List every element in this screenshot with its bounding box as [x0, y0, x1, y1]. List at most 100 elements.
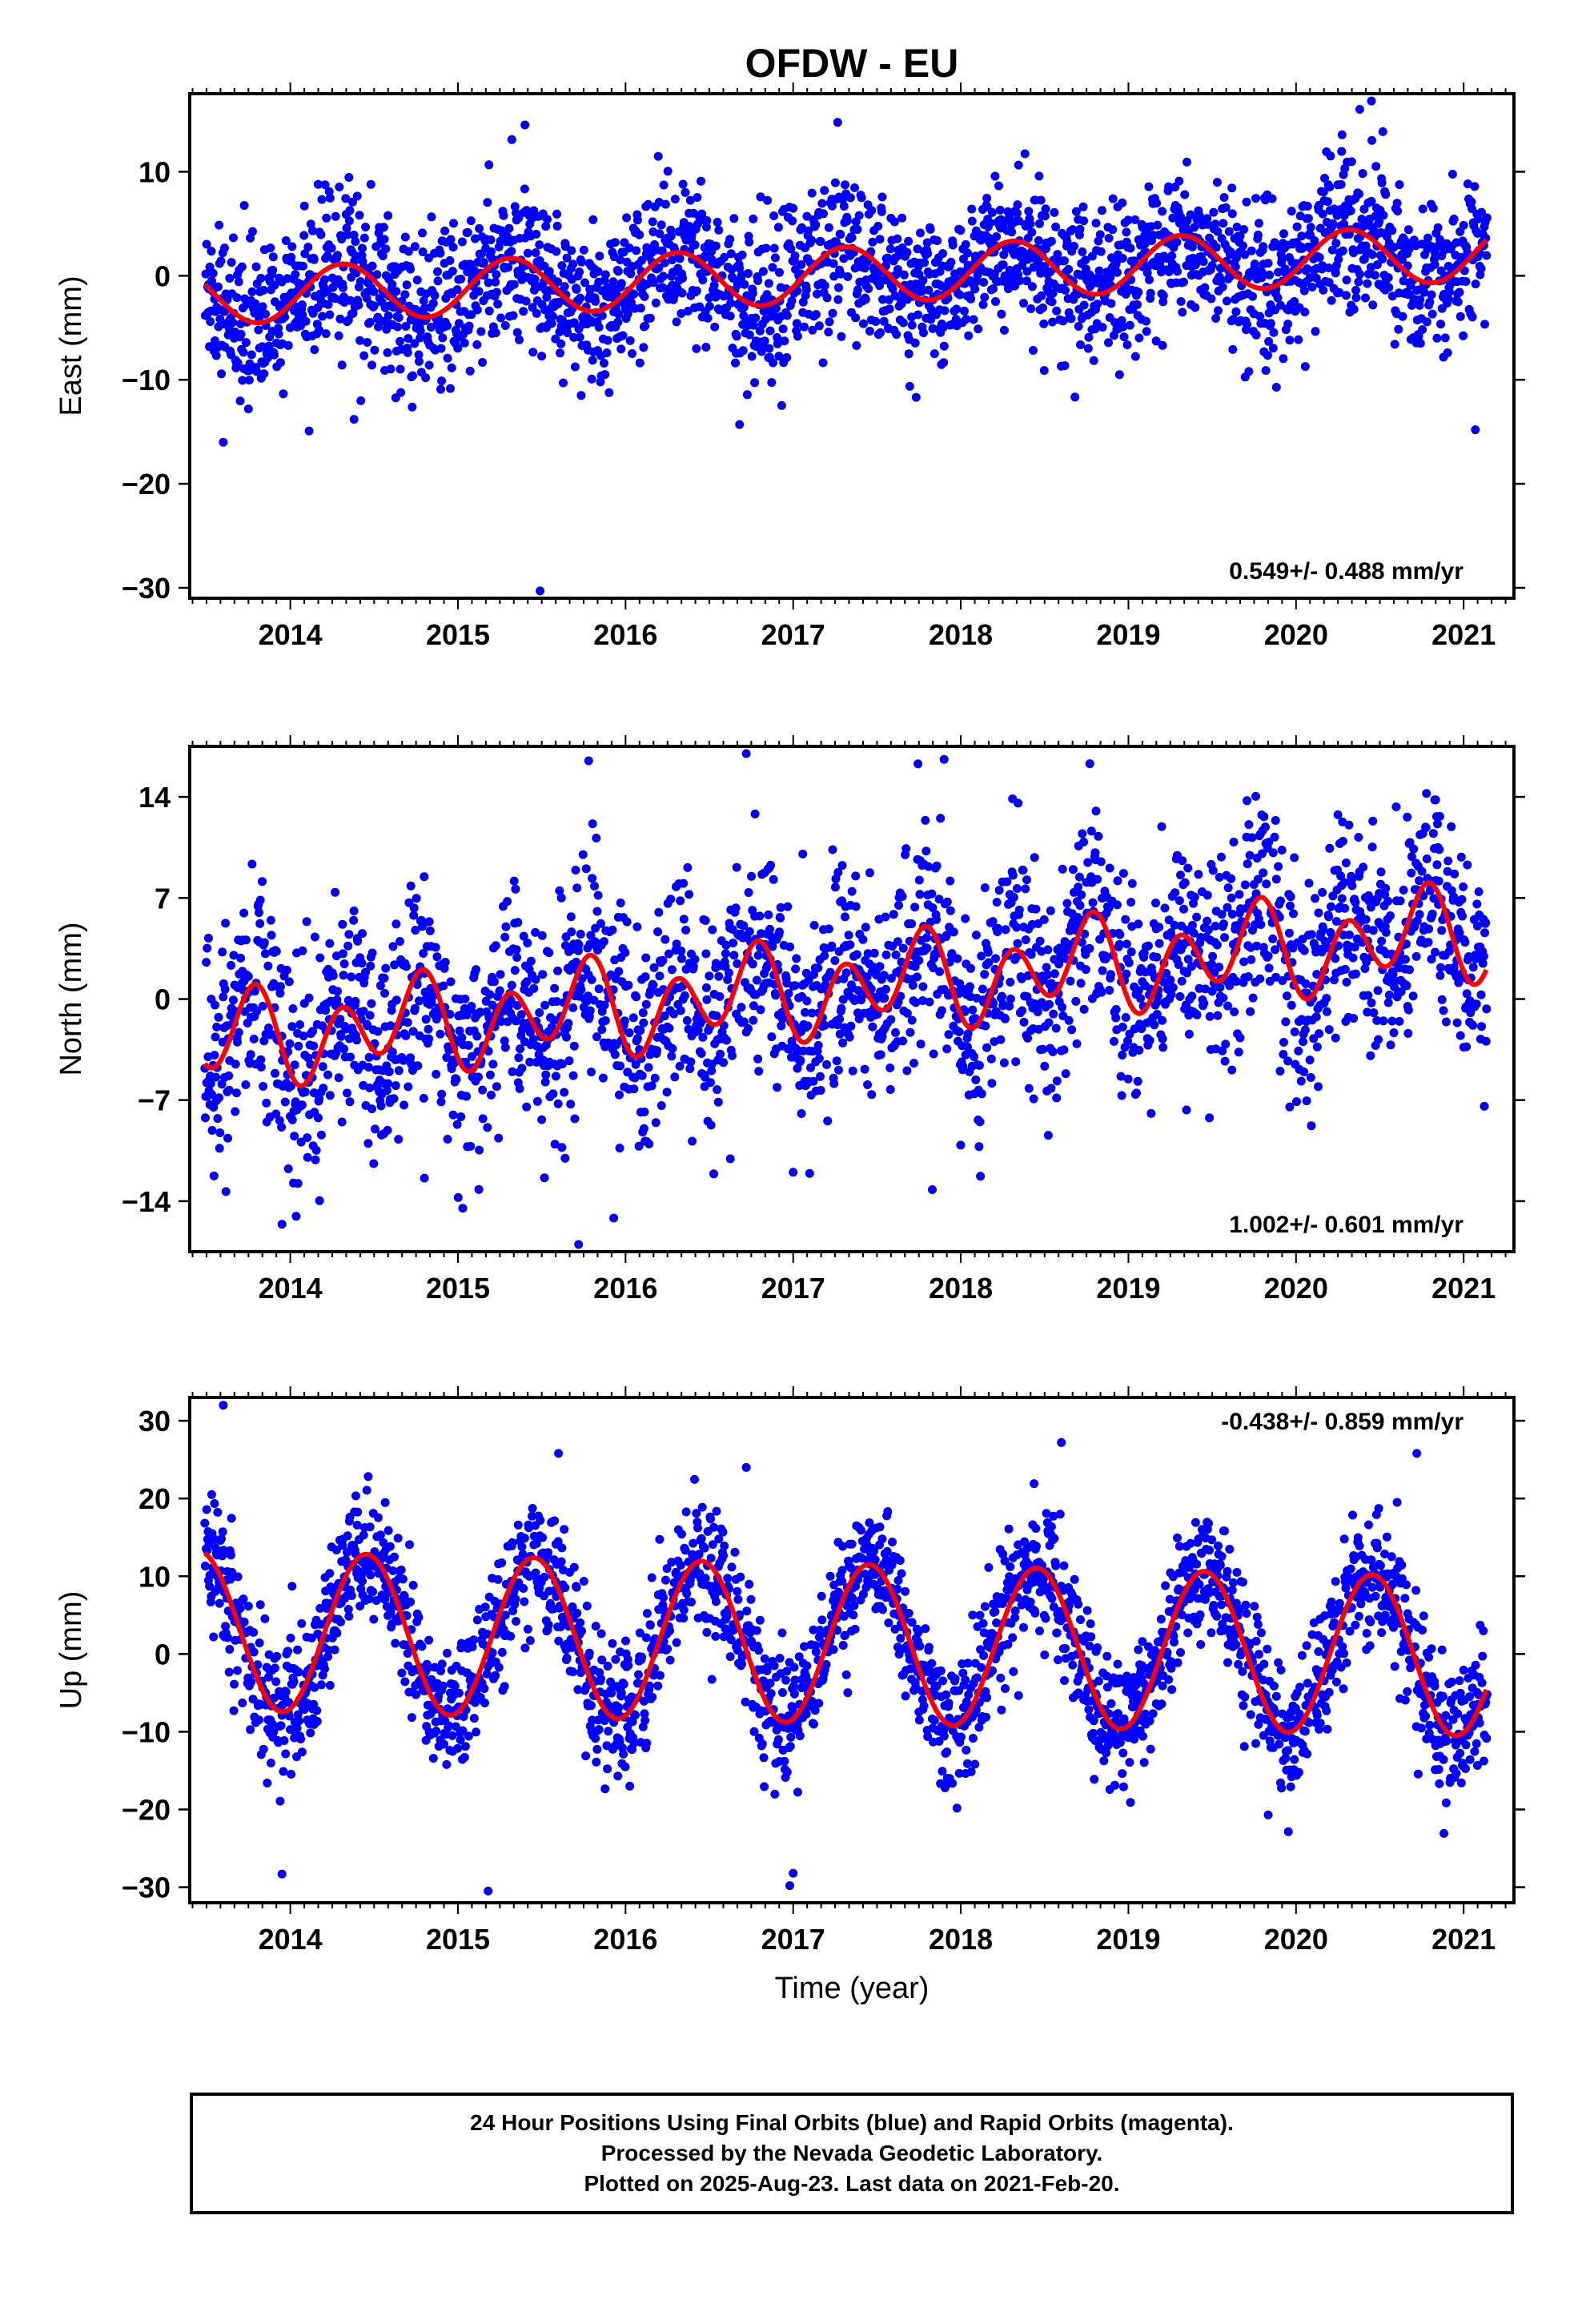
- data-point: [361, 967, 370, 977]
- data-point: [616, 255, 625, 264]
- data-point: [1447, 170, 1457, 179]
- data-point: [456, 1112, 466, 1121]
- data-point: [479, 258, 488, 267]
- data-point: [369, 301, 379, 311]
- data-point: [817, 199, 827, 208]
- data-point: [410, 339, 420, 348]
- data-point: [1098, 966, 1107, 975]
- data-point: [580, 278, 589, 287]
- data-point: [1262, 879, 1271, 889]
- data-point: [299, 201, 309, 211]
- data-point: [556, 348, 564, 358]
- data-point: [1327, 296, 1336, 305]
- data-point: [591, 296, 600, 306]
- x-tick-label: 2016: [593, 618, 657, 651]
- data-point: [1213, 227, 1223, 236]
- data-point: [678, 273, 688, 283]
- data-point: [203, 943, 212, 953]
- data-point: [202, 958, 211, 967]
- data-point: [1021, 884, 1030, 894]
- data-point: [825, 967, 835, 977]
- data-point: [1482, 251, 1492, 260]
- data-point: [342, 223, 351, 233]
- data-point: [908, 980, 917, 990]
- data-point: [1190, 892, 1199, 902]
- data-point: [531, 927, 540, 937]
- data-point: [346, 1052, 355, 1062]
- data-point: [616, 344, 626, 354]
- data-point: [287, 242, 297, 251]
- data-point: [236, 329, 246, 339]
- data-point: [1174, 960, 1183, 969]
- data-point: [898, 318, 908, 328]
- data-point: [807, 235, 817, 245]
- data-point: [685, 1064, 695, 1073]
- data-point: [894, 901, 903, 910]
- data-point: [930, 349, 939, 359]
- data-point: [439, 981, 448, 991]
- data-point: [474, 287, 484, 296]
- data-point: [1358, 169, 1367, 179]
- data-point: [1261, 822, 1270, 832]
- data-point: [391, 287, 401, 296]
- data-point: [1164, 915, 1174, 925]
- data-point: [241, 935, 251, 945]
- data-point: [923, 249, 933, 259]
- data-point: [911, 392, 921, 402]
- data-point: [1123, 1036, 1133, 1046]
- data-point: [1078, 829, 1087, 838]
- data-point: [1042, 963, 1051, 972]
- data-point: [1051, 1023, 1061, 1033]
- data-point: [732, 862, 741, 872]
- data-point: [1303, 264, 1312, 274]
- data-point: [367, 948, 377, 958]
- data-point: [683, 862, 693, 872]
- data-point: [1456, 312, 1465, 321]
- data-point: [291, 1212, 301, 1221]
- data-point: [1453, 297, 1463, 307]
- data-point: [275, 358, 285, 368]
- data-point: [994, 886, 1004, 895]
- data-point: [449, 219, 458, 228]
- data-point: [251, 262, 261, 271]
- data-point: [843, 272, 853, 281]
- data-point: [618, 331, 628, 340]
- data-point: [393, 322, 403, 332]
- data-point: [389, 1094, 399, 1104]
- data-point: [970, 284, 980, 294]
- data-point: [1203, 219, 1212, 229]
- data-point: [217, 369, 226, 379]
- data-point: [1036, 195, 1046, 205]
- data-point: [1300, 308, 1310, 317]
- data-point: [758, 344, 768, 353]
- data-point: [725, 312, 735, 321]
- data-point: [1266, 319, 1275, 328]
- data-point: [569, 318, 579, 328]
- data-point: [1026, 304, 1036, 313]
- data-point: [935, 967, 945, 976]
- data-point: [410, 242, 420, 251]
- data-point: [1134, 986, 1143, 995]
- data-point: [1337, 130, 1347, 139]
- data-point: [910, 338, 920, 348]
- data-point: [626, 269, 636, 279]
- data-point: [710, 322, 720, 332]
- data-point: [432, 1069, 441, 1079]
- data-point: [1067, 1025, 1077, 1035]
- data-point: [335, 314, 345, 324]
- data-point: [676, 1006, 685, 1015]
- data-point: [541, 222, 551, 231]
- data-point: [570, 362, 580, 372]
- y-axis-label: North (mm): [54, 922, 88, 1076]
- data-point: [515, 335, 524, 344]
- data-point: [949, 927, 958, 937]
- data-point: [318, 1062, 327, 1072]
- data-point: [321, 1006, 331, 1015]
- data-point: [798, 849, 808, 858]
- data-point: [207, 1089, 216, 1099]
- data-point: [749, 214, 758, 223]
- data-point: [686, 1057, 696, 1067]
- data-point: [1164, 182, 1174, 191]
- data-point: [433, 276, 443, 286]
- data-point: [837, 332, 846, 341]
